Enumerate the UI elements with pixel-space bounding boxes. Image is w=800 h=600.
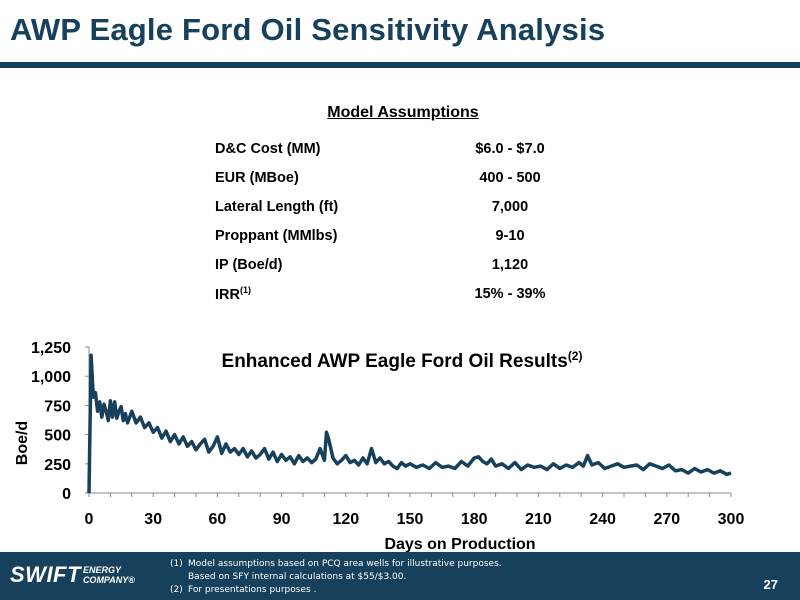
page-title: AWP Eagle Ford Oil Sensitivity Analysis [10, 12, 606, 47]
production-chart: 0 250 500 750 1,000 1,250 0 30 60 90 120 150 180 210 2… [14, 340, 745, 552]
company-logo: SWIFT ENERGY COMPANY® [10, 562, 135, 588]
logo-subtext: ENERGY COMPANY® [83, 565, 135, 585]
irr-label: IRR [215, 286, 240, 303]
y-tick-label: 1,250 [31, 340, 71, 357]
assumptions-header: Model Assumptions [327, 104, 479, 121]
x-tick-label: 270 [653, 511, 680, 528]
title-divider [0, 62, 800, 68]
assumption-value: 15% - 39% [474, 285, 546, 302]
assumption-value: 400 - 500 [479, 169, 541, 186]
footnote-2-number: (2) [170, 585, 183, 595]
x-tick-label: 90 [273, 511, 291, 528]
y-tick-label: 500 [44, 428, 71, 445]
logo-sub-energy: ENERGY [82, 565, 121, 575]
footnote-1-text: Model assumptions based on PCQ area well… [188, 559, 502, 569]
chart-title: Enhanced AWP Eagle Ford Oil Results(2) [222, 349, 583, 372]
y-axis-label: Boe/d [14, 421, 31, 465]
x-tick-label: 30 [144, 511, 162, 528]
x-tick-label: 300 [718, 511, 745, 528]
assumptions-table: D&C Cost (MM) $6.0 - $7.0 EUR (MBoe) 400… [215, 134, 585, 308]
y-tick-label: 750 [44, 398, 71, 415]
footnote-1: (1) Model assumptions based on PCQ area w… [170, 558, 502, 571]
assumption-label: Proppant (MMlbs) [215, 227, 338, 244]
x-tick-label: 0 [85, 511, 94, 528]
assumption-label: EUR (MBoe) [215, 169, 299, 186]
footnote-2-text: For presentations purposes . [188, 585, 317, 595]
y-tick-label: 1,000 [31, 369, 71, 386]
y-tick-label: 250 [44, 457, 71, 474]
x-tick-label: 240 [589, 511, 616, 528]
footnote-1-continued: Based on SFY internal calculations at $5… [188, 572, 407, 582]
assumption-label: IP (Boe/d) [215, 256, 283, 273]
assumption-value: 9-10 [495, 227, 525, 244]
assumption-row: D&C Cost (MM) $6.0 - $7.0 [215, 134, 585, 163]
footnotes: (1) Model assumptions based on PCQ area w… [170, 558, 502, 597]
assumption-value: 7,000 [491, 198, 529, 215]
assumption-value: 1,120 [491, 256, 529, 273]
assumption-row: IRR(1) 15% - 39% [215, 279, 585, 308]
x-tick-label: 150 [397, 511, 424, 528]
logo-wordmark: SWIFT [10, 562, 81, 587]
page-number: 27 [763, 577, 778, 592]
x-tick-label: 210 [525, 511, 552, 528]
series-line-0 [87, 353, 732, 494]
assumption-value: $6.0 - $7.0 [475, 140, 545, 157]
x-tick-label: 120 [332, 511, 359, 528]
logo-sub-company: COMPANY® [82, 575, 135, 585]
assumption-row: EUR (MBoe) 400 - 500 [215, 163, 585, 192]
assumption-label: D&C Cost (MM) [215, 140, 321, 157]
y-tick-label: 0 [62, 486, 71, 503]
assumption-row: Proppant (MMlbs) 9-10 [215, 221, 585, 250]
assumption-label: Lateral Length (ft) [215, 198, 339, 215]
footnote-2: (2) For presentations purposes . [170, 584, 502, 597]
x-tick-label: 180 [461, 511, 488, 528]
assumption-row: Lateral Length (ft) 7,000 [215, 192, 585, 221]
irr-footnote-ref: (1) [239, 284, 251, 295]
x-tick-label: 60 [209, 511, 227, 528]
x-axis-label: Days on Production [384, 536, 535, 552]
assumption-row: IP (Boe/d) 1,120 [215, 250, 585, 279]
footer-bar: SWIFT ENERGY COMPANY® (1) Model assumptio… [0, 552, 800, 600]
assumption-label: IRR(1) [215, 279, 435, 308]
chart-title-footnote: (2) [568, 349, 583, 363]
footnote-1-number: (1) [170, 559, 183, 569]
